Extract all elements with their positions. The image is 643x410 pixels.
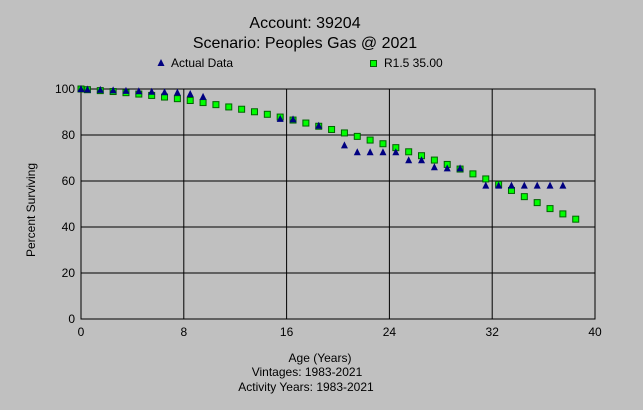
curve-point-38	[559, 210, 567, 218]
vintages-text: Vintages: 1983-2021	[252, 365, 363, 379]
actual-point-26	[507, 181, 515, 189]
curve-point-20	[328, 125, 336, 133]
actual-point-28	[533, 181, 541, 189]
actual-point-27	[520, 181, 528, 189]
activity-years-text: Activity Years: 1983-2021	[238, 380, 374, 394]
legend-square-marker	[370, 60, 377, 67]
chart-title-line-1: Account: 39204	[249, 15, 360, 32]
actual-point-3	[109, 86, 117, 94]
x-tick-label-2: 16	[280, 325, 294, 339]
actual-point-1	[83, 85, 91, 93]
curve-point-12	[225, 103, 233, 111]
actual-point-25	[495, 181, 503, 189]
actual-point-24	[482, 181, 490, 189]
actual-point-0	[77, 85, 85, 92]
actual-point-4	[122, 86, 130, 94]
actual-point-13	[315, 121, 323, 129]
actual-point-14	[340, 141, 348, 149]
curve-point-37	[546, 205, 554, 213]
data-marks	[77, 85, 580, 223]
curve-point-26	[405, 148, 413, 156]
x-tick-label-5: 40	[588, 325, 602, 339]
actual-point-23	[456, 164, 464, 172]
y-tick-label-5: 100	[55, 82, 75, 96]
actual-point-17	[379, 148, 387, 156]
curve-point-9	[186, 97, 194, 104]
curve-point-8	[173, 95, 181, 103]
x-tick-label-0: 0	[78, 325, 85, 339]
actual-point-11	[276, 114, 284, 122]
actual-point-10	[199, 92, 207, 100]
actual-point-7	[161, 88, 169, 96]
actual-point-29	[546, 181, 554, 189]
plot-frame	[80, 88, 596, 320]
actual-point-8	[173, 88, 181, 96]
actual-point-16	[366, 148, 374, 156]
chart-title-line-2: Scenario: Peoples Gas @ 2021	[193, 35, 417, 52]
actual-point-18	[392, 148, 400, 156]
axis-ticks: 0 8 16 24 32 40 0 20 40 60 80 100	[55, 82, 602, 339]
y-tick-label-2: 40	[62, 220, 76, 234]
curve-point-18	[302, 119, 310, 127]
actual-point-9	[186, 90, 194, 98]
legend-triangle-marker	[157, 59, 165, 66]
curve-point-28	[430, 156, 438, 164]
actual-point-12	[289, 115, 297, 123]
x-axis-label: Age (Years)	[289, 351, 352, 365]
y-tick-label-3: 60	[62, 174, 76, 188]
actual-point-22	[443, 164, 451, 172]
curve-point-14	[250, 108, 258, 116]
curve-point-36	[533, 199, 541, 207]
legend-label-curve: R1.5 35.00	[384, 56, 443, 70]
actual-point-21	[430, 163, 438, 171]
x-tick-label-1: 8	[180, 325, 187, 339]
curve-point-35	[520, 193, 528, 201]
legend: Actual Data R1.5 35.00	[157, 56, 443, 70]
actual-point-5	[135, 87, 143, 95]
actual-point-6	[148, 87, 156, 95]
curve-point-23	[366, 136, 374, 144]
legend-label-actual: Actual Data	[171, 56, 233, 70]
curve-point-22	[353, 132, 361, 140]
curve-point-13	[238, 105, 246, 113]
actual-point-30	[559, 181, 567, 189]
curve-point-31	[469, 170, 477, 178]
curve-point-24	[379, 140, 387, 148]
actual-point-19	[405, 156, 413, 164]
curve-point-21	[340, 129, 348, 137]
curve-point-32	[482, 175, 490, 183]
x-tick-label-4: 32	[486, 325, 500, 339]
plot-area	[80, 88, 596, 320]
curve-point-10	[199, 99, 207, 107]
curve-point-39	[572, 215, 580, 223]
y-tick-label-0: 0	[68, 312, 75, 326]
actual-point-20	[418, 156, 426, 164]
curve-point-11	[212, 101, 220, 109]
actual-point-15	[353, 148, 361, 156]
y-axis-label: Percent Surviving	[24, 163, 38, 257]
curve-point-15	[263, 110, 271, 118]
x-tick-label-3: 24	[383, 325, 397, 339]
actual-point-2	[96, 85, 104, 93]
y-tick-label-1: 20	[62, 266, 76, 280]
y-tick-label-4: 80	[62, 128, 76, 142]
